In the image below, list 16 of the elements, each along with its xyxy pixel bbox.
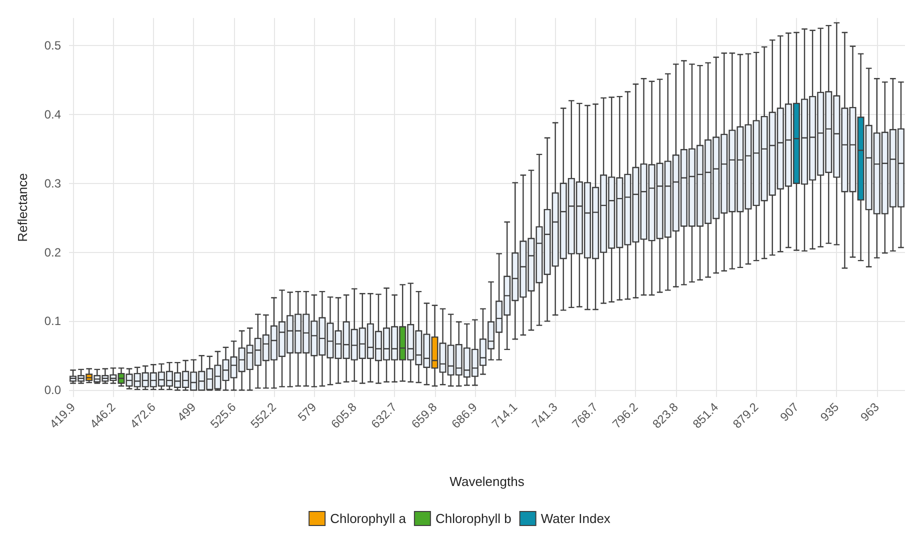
y-axis-title: Reflectance [15, 173, 30, 242]
y-tick-label: 0.5 [44, 38, 62, 53]
y-tick-label: 0.3 [44, 176, 62, 190]
y-tick-label: 0.0 [44, 383, 62, 398]
y-tick-label: 0.4 [44, 107, 62, 122]
x-tick-label: 935 [818, 400, 842, 424]
y-tick-label: 0.1 [44, 314, 62, 328]
x-axis-title: Wavelengths [450, 474, 525, 489]
x-tick-label: 499 [174, 400, 199, 424]
x-tick-label: 579 [295, 400, 320, 424]
legend-label: Water Index [540, 511, 611, 526]
x-tick-label: 963 [858, 400, 882, 424]
x-tick-label: 907 [777, 400, 802, 424]
y-tick-label: 0.2 [44, 245, 62, 260]
legend-label: Chlorophyll b [435, 511, 512, 526]
legend-label: Chlorophyll a [330, 511, 407, 526]
